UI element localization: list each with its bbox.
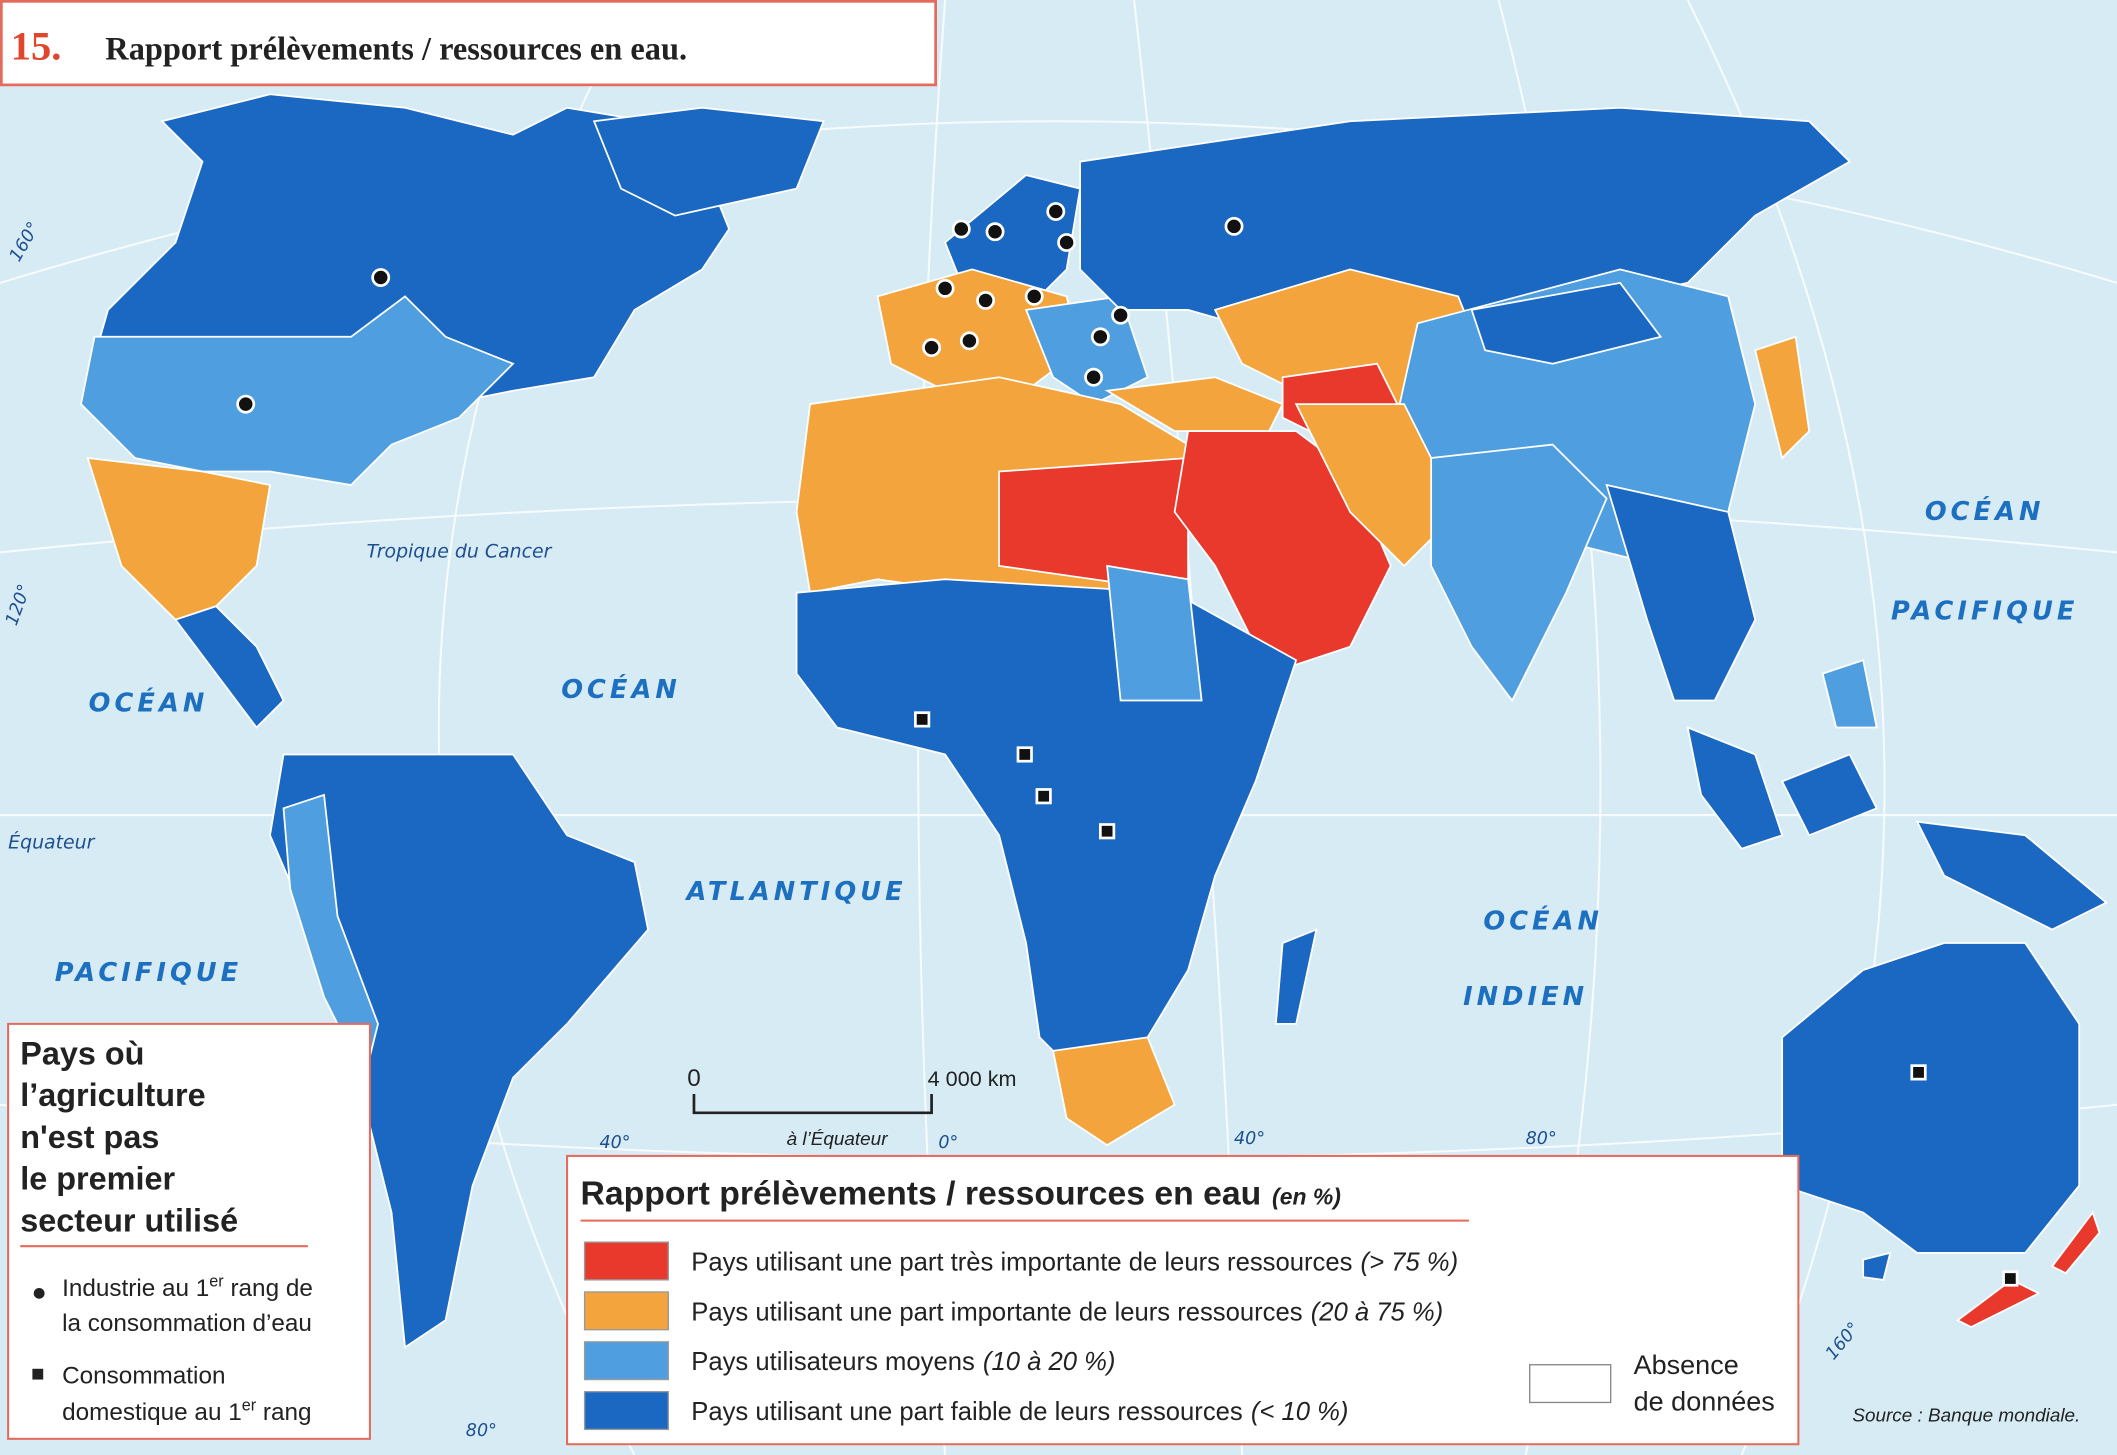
absence-label-2: de données xyxy=(1634,1387,1775,1417)
ocean-label: PACIFIQUE xyxy=(1891,597,2078,627)
legend-item-text: Pays utilisant une part très importante … xyxy=(691,1248,1352,1276)
side-item-1: Industrie au 1er rang de xyxy=(62,1273,313,1302)
side-item-2: Consommation xyxy=(62,1363,225,1390)
ocean-label: OCÉAN xyxy=(1925,497,2045,527)
legend-item-note: (< 10 %) xyxy=(1251,1398,1349,1426)
legend-title-text: Rapport prélèvements / ressources en eau xyxy=(581,1174,1262,1212)
map-labels: OCÉAN PACIFIQUE OCÉAN PACIFIQUE OCÉAN ATLANTI… xyxy=(2,219,2078,1441)
legend-swatch xyxy=(583,1341,669,1381)
legend-item-text: Pays utilisant une part importante de le… xyxy=(691,1298,1302,1326)
legend-items: Pays utilisant une part très importante … xyxy=(583,1241,1458,1431)
land xyxy=(79,93,2108,1349)
absence-swatch xyxy=(1529,1364,1612,1404)
title: Rapport prélèvements / ressources en eau… xyxy=(105,30,687,66)
degree-label: 40° xyxy=(599,1133,630,1153)
legend-item: Pays utilisateurs moyens (10 à 20 %) xyxy=(691,1348,1115,1376)
degree-label: 80° xyxy=(1526,1129,1557,1149)
legend-swatch xyxy=(583,1291,669,1331)
side-text: rang de xyxy=(224,1275,313,1302)
absence-label-1: Absence xyxy=(1634,1350,1739,1380)
side-title-line: Pays où xyxy=(20,1035,144,1071)
side-sup: er xyxy=(242,1397,257,1415)
side-title-line: n'est pas xyxy=(20,1119,159,1155)
legend-item-note: (10 à 20 %) xyxy=(983,1348,1116,1376)
title-box xyxy=(0,0,937,87)
legend-swatch xyxy=(583,1241,669,1281)
side-title-line: secteur utilisé xyxy=(20,1202,238,1238)
degree-label: 40° xyxy=(1234,1129,1265,1149)
scale-bar: 0 4 000 km à l’Équateur xyxy=(687,1065,1016,1150)
source: Source : Banque mondiale. xyxy=(1852,1405,2080,1426)
degree-label: 0° xyxy=(938,1133,958,1153)
bullet-dot xyxy=(33,1287,45,1299)
scale-start: 0 xyxy=(687,1065,701,1092)
legend-item-text: Pays utilisateurs moyens xyxy=(691,1348,975,1376)
title-number: 15. xyxy=(11,23,62,68)
side-text: rang xyxy=(256,1399,311,1426)
side-title-line: l’agriculture xyxy=(20,1077,205,1113)
legend-title: Rapport prélèvements / ressources en eau… xyxy=(581,1174,1341,1212)
ocean-label: ATLANTIQUE xyxy=(684,877,906,907)
side-text: domestique au 1 xyxy=(62,1399,242,1426)
legend-item-text: Pays utilisant une part faible de leurs … xyxy=(691,1398,1242,1426)
side-box xyxy=(7,1022,371,1440)
markers xyxy=(236,202,2019,1287)
legend-item: Pays utilisant une part faible de leurs … xyxy=(691,1398,1348,1426)
side-box-content: Pays où l’agriculture n'est pas le premier s… xyxy=(20,1035,313,1426)
scale-note: à l’Équateur xyxy=(787,1129,889,1150)
legend-item: Pays utilisant une part très importante … xyxy=(691,1248,1458,1276)
legend-swatch xyxy=(583,1391,669,1431)
ocean-label: PACIFIQUE xyxy=(55,958,242,988)
scale-end: 4 000 km xyxy=(928,1066,1017,1091)
bullet-square xyxy=(32,1368,44,1380)
legend-item-note: (20 à 75 %) xyxy=(1311,1298,1444,1326)
legend-item: Pays utilisant une part importante de le… xyxy=(691,1298,1443,1326)
side-text: Industrie au 1 xyxy=(62,1275,209,1302)
line-label: Tropique du Cancer xyxy=(367,541,553,563)
side-item-1b: la consommation d’eau xyxy=(62,1310,312,1337)
ocean-label: OCÉAN xyxy=(1483,907,1603,937)
side-title-line: le premier xyxy=(20,1161,175,1197)
side-sup: er xyxy=(209,1273,224,1291)
ocean-label: INDIEN xyxy=(1463,982,1588,1012)
side-item-2b: domestique au 1er rang xyxy=(62,1397,311,1426)
line-label: Équateur xyxy=(8,831,96,854)
ocean-label: OCÉAN xyxy=(561,675,681,705)
ocean-label: OCÉAN xyxy=(89,688,209,718)
degree-label: 80° xyxy=(466,1421,497,1441)
legend-unit: (en %) xyxy=(1272,1183,1341,1209)
legend-item-note: (> 75 %) xyxy=(1361,1248,1459,1276)
